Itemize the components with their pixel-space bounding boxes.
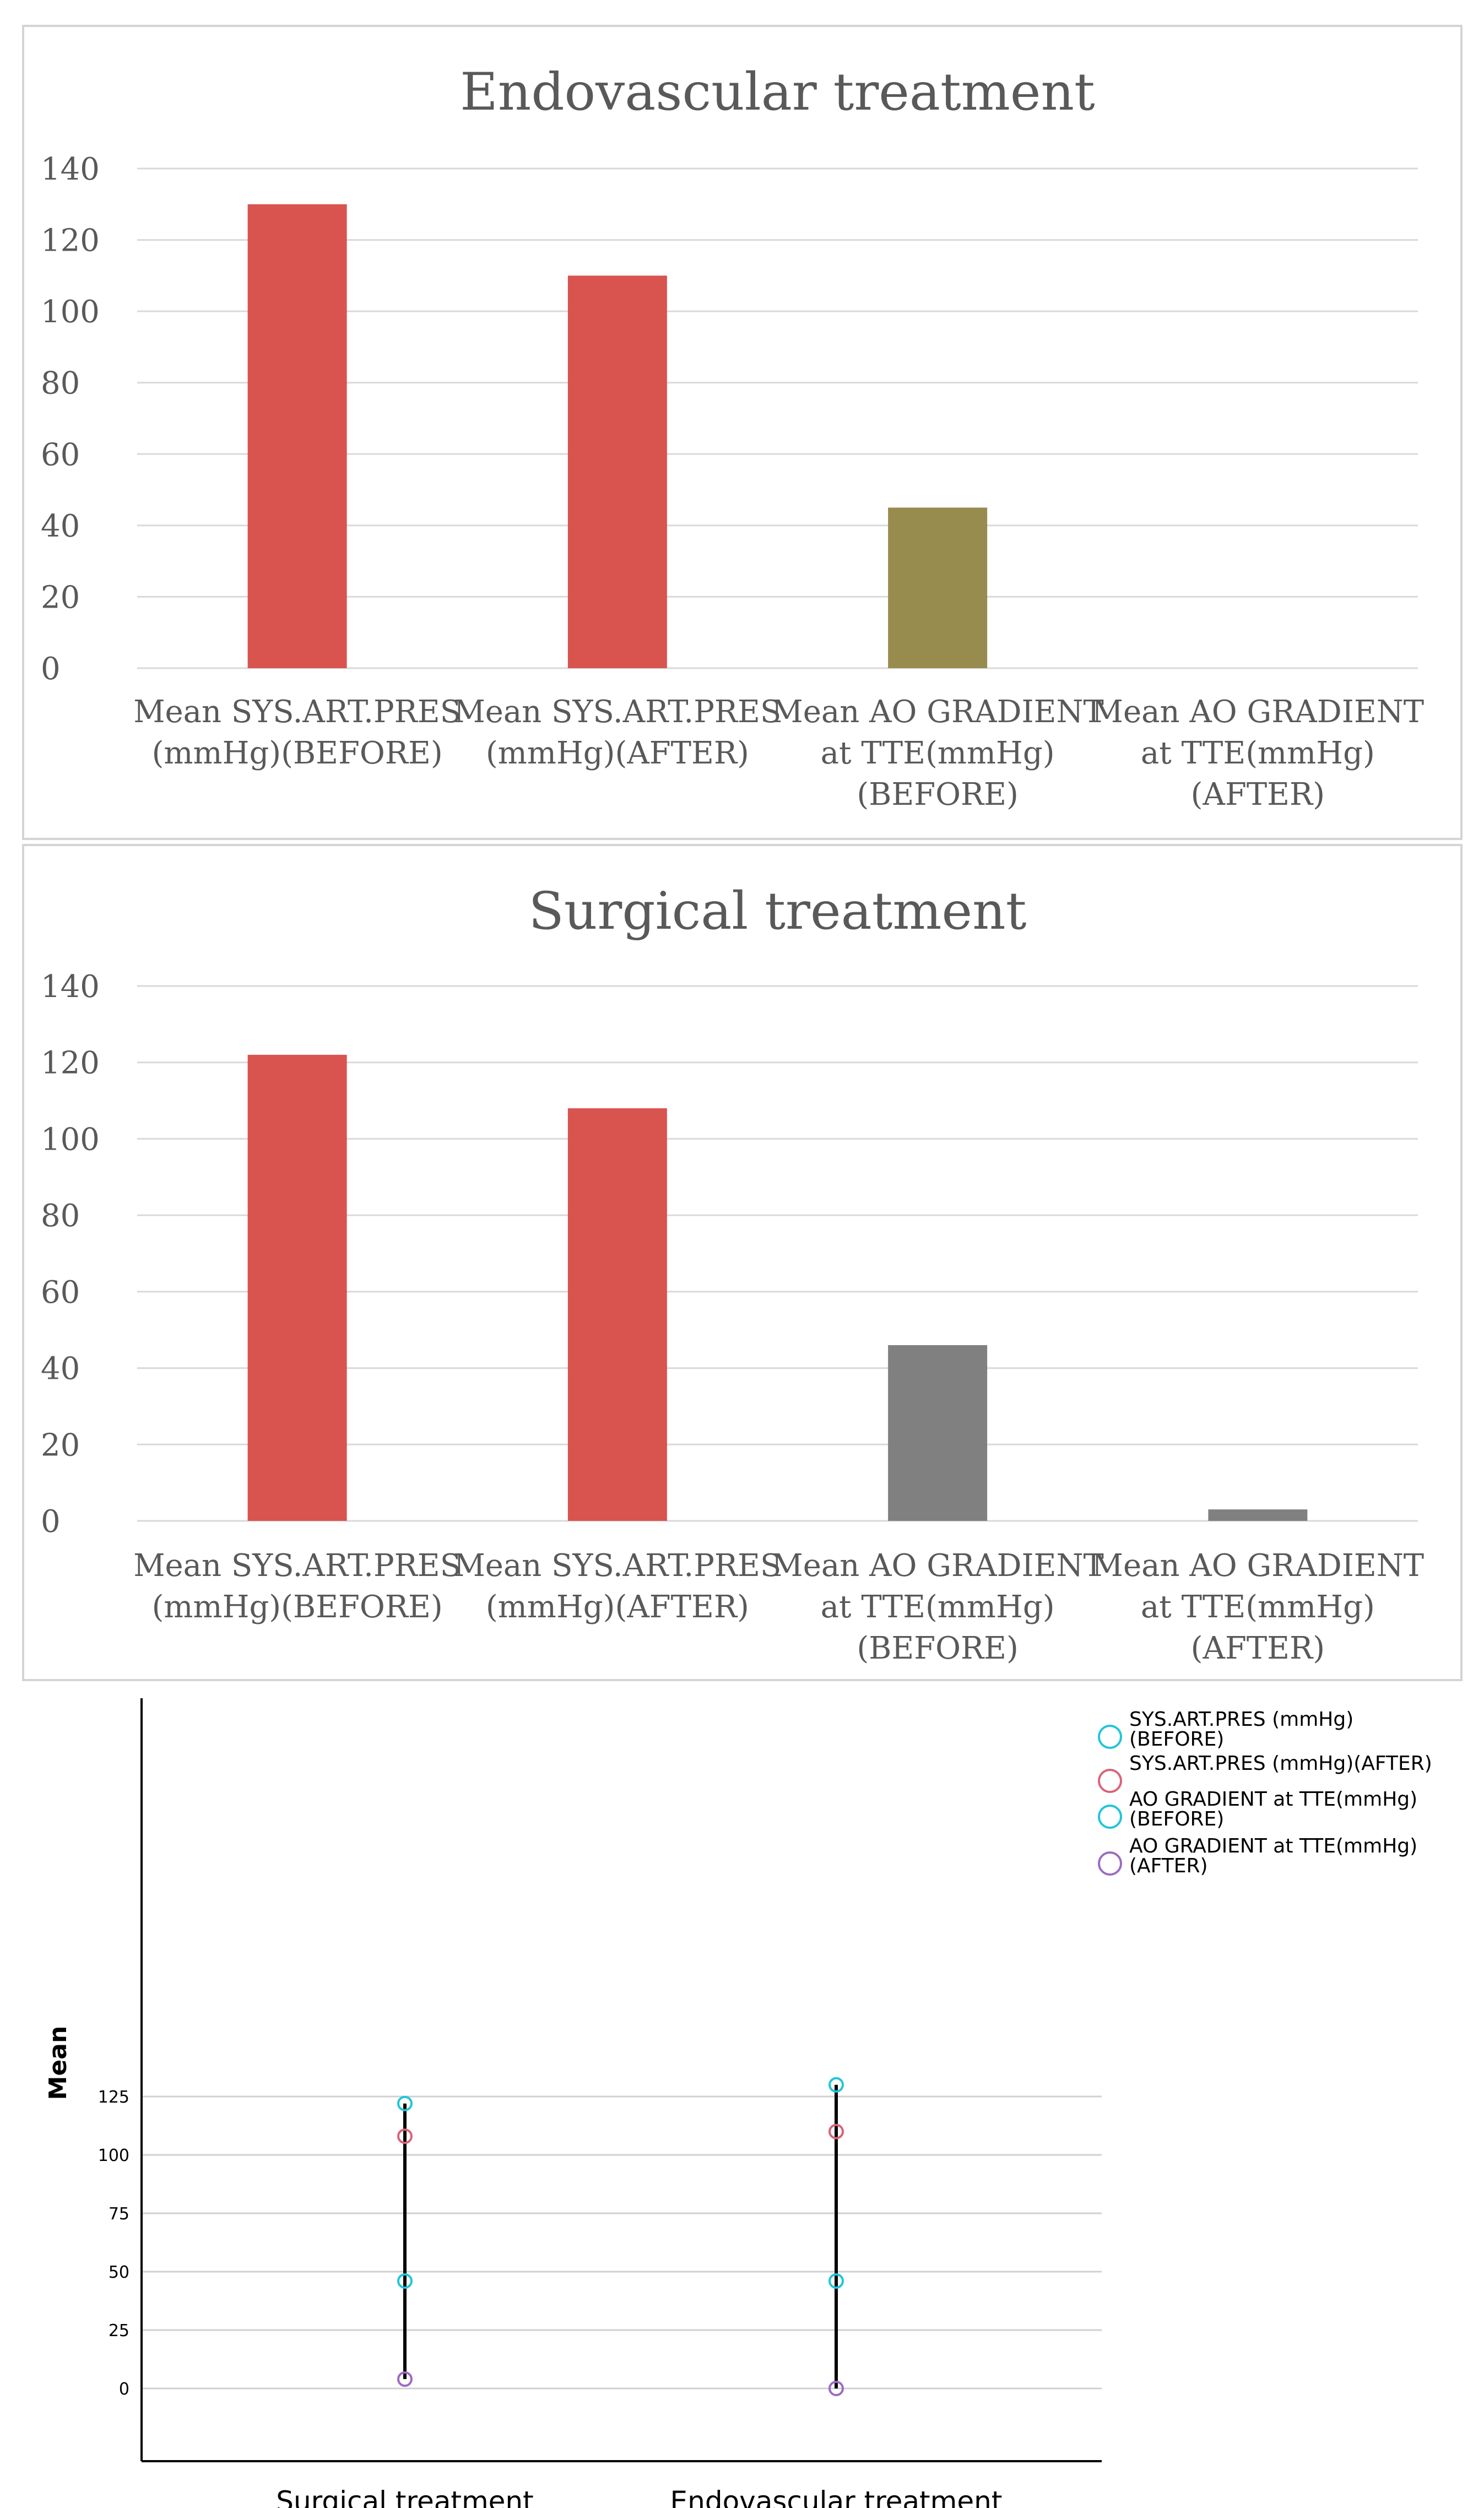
bar: [567, 1108, 667, 1521]
bar: [888, 1345, 988, 1521]
data-point: [397, 2273, 413, 2289]
y-tick-label: 60: [41, 1275, 80, 1310]
chart-title: Endovascular treatment: [460, 62, 1095, 122]
y-tick-label: 75: [109, 2204, 129, 2224]
bar: [888, 507, 988, 668]
data-point: [828, 2124, 844, 2139]
category-label: Mean SYS.ART.PRES (mmHg)(BEFORE): [133, 694, 461, 771]
legend-marker: [1098, 1769, 1122, 1793]
legend-marker: [1098, 1805, 1122, 1829]
legend-label: SYS.ART.PRES (mmHg)(AFTER): [1129, 1752, 1432, 1775]
y-tick-label: 50: [109, 2263, 129, 2282]
y-tick-label: 0: [41, 1504, 61, 1540]
y-tick-label: 40: [41, 508, 80, 544]
x-category-label: Endovascular treatment: [670, 2485, 1003, 2508]
surgical-chart-panel: Surgical treatment 0 20 40 60 80 100 120 140 Mean…: [22, 844, 1463, 1681]
category-label: Mean AO GRADIENT at TTE(mmHg) (AFTER): [1092, 1548, 1424, 1666]
data-point: [828, 2077, 844, 2093]
y-tick-label: 100: [41, 294, 100, 330]
y-tick-label: 40: [41, 1351, 80, 1387]
surgical-bar-chart: Surgical treatment 0 20 40 60 80 100 120 140 Mean…: [41, 881, 1424, 1666]
legend-marker: [1098, 1851, 1122, 1876]
chart-title: Surgical treatment: [529, 881, 1027, 941]
category-label: Mean SYS.ART.PRES (mmHg)(AFTER): [453, 1548, 781, 1625]
category-label: Mean AO GRADIENT at TTE(mmHg) (BEFORE): [771, 694, 1103, 812]
y-axis-label: Mean: [44, 2026, 72, 2100]
legend-label: SYS.ART.PRES (mmHg) (BEFORE): [1129, 1708, 1353, 1751]
mean-dot-plot: 0 25 50 75 100 125 Mean Surgical treatment Endov…: [44, 1698, 1432, 2508]
legend-label: AO GRADIENT at TTE(mmHg) (AFTER): [1129, 1835, 1417, 1877]
y-tick-label: 100: [41, 1122, 100, 1157]
y-tick-label: 60: [41, 437, 80, 473]
category-label: Mean AO GRADIENT at TTE(mmHg) (AFTER): [1092, 694, 1424, 812]
y-tick-label: 80: [41, 366, 80, 402]
bar: [247, 204, 347, 668]
y-tick-label: 0: [119, 2380, 129, 2399]
y-tick-label: 20: [41, 1427, 80, 1463]
data-point: [828, 2273, 844, 2289]
legend-label: AO GRADIENT at TTE(mmHg) (BEFORE): [1129, 1788, 1417, 1830]
category-label: Mean AO GRADIENT at TTE(mmHg) (BEFORE): [771, 1548, 1103, 1666]
y-tick-label: 120: [41, 223, 100, 259]
y-tick-label: 140: [41, 151, 100, 187]
y-tick-label: 125: [98, 2088, 129, 2107]
y-tick-label: 120: [41, 1046, 100, 1081]
data-point: [397, 2095, 413, 2111]
endovascular-bar-chart: Endovascular treatment 0 20 40 60 80 100 120 140…: [41, 62, 1424, 812]
y-tick-label: 100: [98, 2146, 129, 2165]
data-point: [828, 2381, 844, 2396]
y-tick-label: 80: [41, 1198, 80, 1234]
category-label: Mean SYS.ART.PRES (mmHg)(BEFORE): [133, 1548, 461, 1625]
endovascular-chart-panel: Endovascular treatment 0 20 40 60 80 100 120 140…: [22, 25, 1463, 840]
bar: [247, 1054, 347, 1521]
x-category-label: Surgical treatment: [276, 2485, 533, 2508]
y-tick-label: 25: [109, 2321, 129, 2341]
y-tick-label: 20: [41, 579, 80, 615]
y-tick-label: 140: [41, 969, 100, 1005]
legend-marker: [1098, 1725, 1122, 1749]
data-point: [397, 2128, 413, 2144]
data-point: [397, 2371, 413, 2387]
category-label: Mean SYS.ART.PRES (mmHg)(AFTER): [453, 694, 781, 771]
bar: [567, 275, 667, 668]
bar: [1208, 1509, 1308, 1521]
y-tick-label: 0: [41, 651, 61, 687]
